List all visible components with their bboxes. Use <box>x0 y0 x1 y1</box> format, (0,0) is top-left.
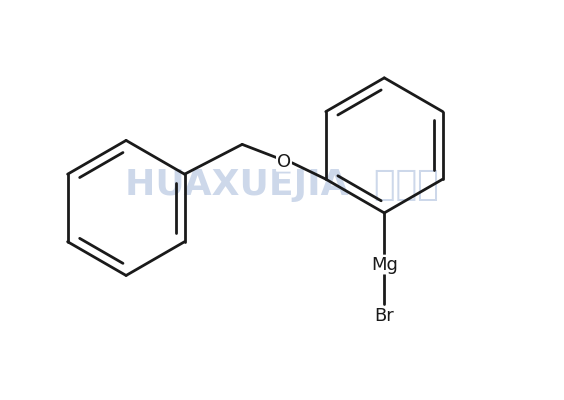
Text: Br: Br <box>374 307 394 325</box>
Text: HUAXUEJIA  化学加: HUAXUEJIA 化学加 <box>125 168 439 202</box>
Text: O: O <box>277 153 291 171</box>
Text: Mg: Mg <box>371 256 398 274</box>
